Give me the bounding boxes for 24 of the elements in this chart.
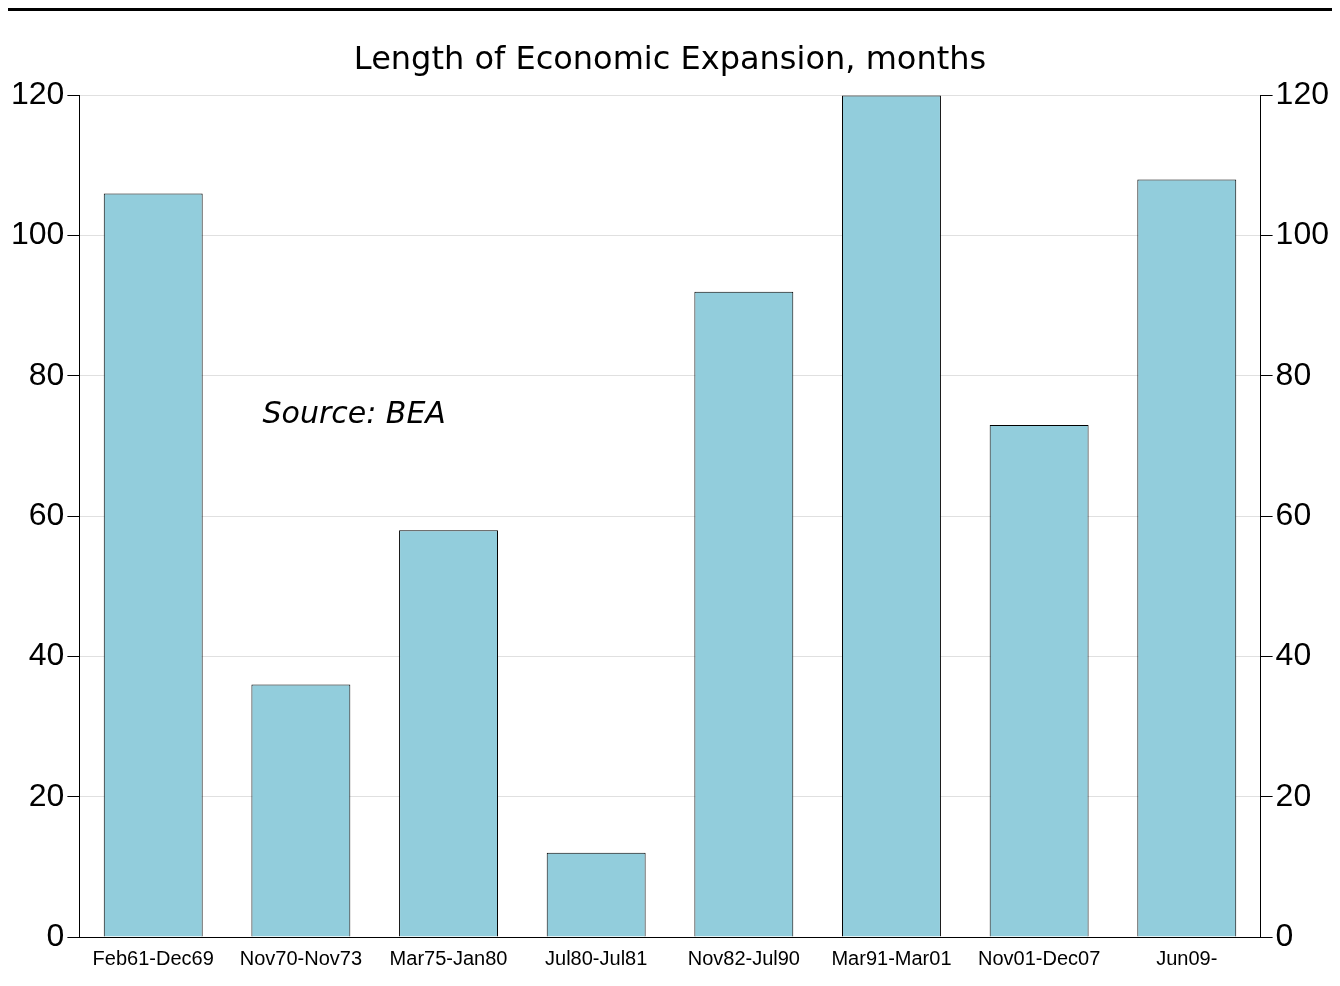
x-tick-label: Mar75-Jan80 <box>389 946 508 969</box>
x-tick-label: Feb61-Dec69 <box>92 946 214 969</box>
y2-tick-label: 40 <box>1275 636 1312 673</box>
y-tick-label: 40 <box>28 636 65 673</box>
y-tick-label: 100 <box>11 215 65 252</box>
y-tick-label: 80 <box>28 355 65 392</box>
y2-tick-label: 120 <box>1275 75 1329 112</box>
y-tick-label: 20 <box>28 776 65 813</box>
x-tick-label: Jul80-Jul81 <box>545 946 648 969</box>
x-tick-label: Nov82-Jul90 <box>687 946 800 969</box>
y2-tick-label: 20 <box>1275 776 1312 813</box>
chart-title: Length of Economic Expansion, months <box>353 38 987 77</box>
y-tick-label: 0 <box>46 916 65 953</box>
y2-tick-label: 60 <box>1275 496 1312 533</box>
x-tick-label: Nov70-Nov73 <box>239 946 363 969</box>
y2-tick-label: 0 <box>1275 916 1294 953</box>
x-tick-label: Mar91-Mar01 <box>831 946 952 969</box>
x-tick-label: Jun09- <box>1156 946 1218 969</box>
annotation: Source: BEA <box>262 395 446 430</box>
y-tick-label: 120 <box>11 75 65 112</box>
y2-tick-label: 80 <box>1275 355 1312 392</box>
y-tick-label: 60 <box>28 496 65 533</box>
x-tick-label: Nov01-Dec07 <box>977 946 1101 969</box>
y2-tick-label: 100 <box>1275 215 1329 252</box>
